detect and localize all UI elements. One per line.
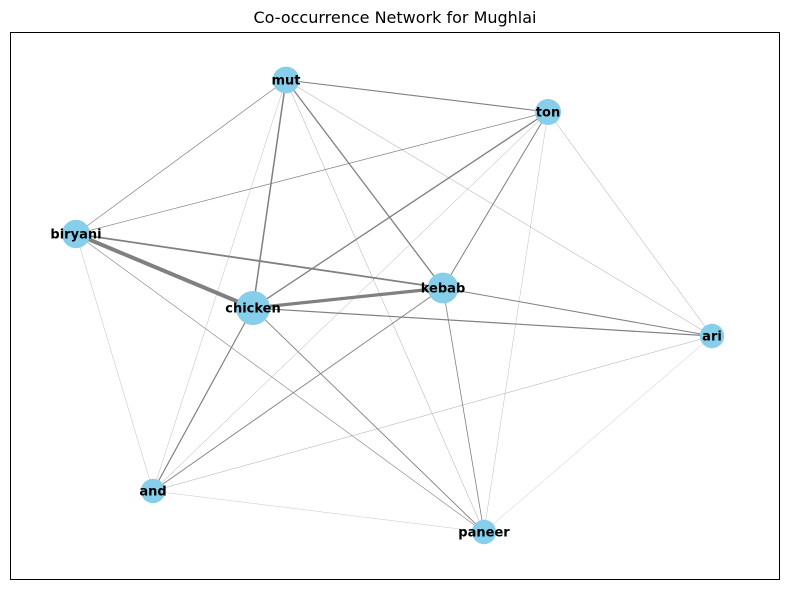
edge-biryani-mut [75,79,287,235]
edge-ton-and [152,111,549,492]
edge-ton-ari [547,111,713,337]
node-biryani [61,219,91,249]
plot-frame [10,32,780,580]
edge-chicken-ari [252,307,713,337]
edge-mut-paneer [285,79,485,533]
edge-biryani-and [75,233,154,492]
node-and [140,478,166,504]
edge-chicken-paneer [252,307,485,533]
node-label-paneer: paneer [458,526,510,541]
edge-mut-ari [285,79,713,337]
node-label-kebab: kebab [421,282,466,297]
edges-layer [75,79,713,533]
edge-chicken-kebab [252,286,444,310]
node-label-ton: ton [536,106,560,121]
node-ari [699,323,725,349]
edge-and-ari [152,335,713,492]
edge-paneer-ari [483,335,713,533]
chart-title: Co-occurrence Network for Mughlai [254,8,537,27]
edge-chicken-and [152,307,254,492]
node-ton [535,99,561,125]
node-label-chicken: chicken [225,302,281,317]
node-mut [272,66,300,94]
edge-mut-chicken [252,79,287,309]
edge-biryani-ton [75,111,549,235]
node-label-and: and [139,485,166,500]
labels-layer: mut ton biryani kebab chicken ari and paneer [50,74,721,541]
node-label-ari: ari [702,330,722,345]
edge-mut-and [152,79,287,492]
edge-and-paneer [152,490,485,533]
node-paneer [471,519,497,545]
nodes-layer [61,66,725,545]
edge-biryani-chicken [75,232,254,310]
edge-mut-ton [285,79,549,113]
node-label-mut: mut [271,74,300,89]
edge-biryani-paneer [75,233,485,533]
edge-kebab-paneer [442,287,485,533]
node-label-biryani: biryani [50,228,101,243]
edge-ton-chicken [252,111,549,309]
node-kebab [427,272,459,304]
node-chicken [236,291,270,325]
edge-kebab-ari [442,287,713,337]
edge-kebab-and [152,287,444,492]
edge-ton-kebab [442,111,549,289]
edge-mut-kebab [285,79,444,289]
edge-ton-paneer [483,111,549,533]
